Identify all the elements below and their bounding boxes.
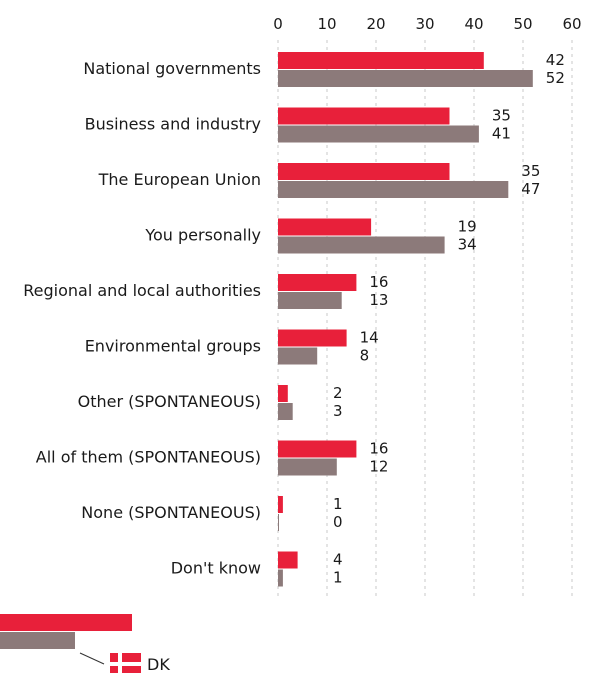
value-label: 35 xyxy=(492,107,511,125)
bars xyxy=(278,52,533,587)
bar-series-1 xyxy=(278,329,347,347)
value-label: 12 xyxy=(369,458,388,476)
value-label: 52 xyxy=(546,69,565,87)
bar-series-2 xyxy=(278,236,445,254)
value-label: 3 xyxy=(333,402,343,420)
bar-series-2 xyxy=(278,125,479,143)
bar-series-1 xyxy=(278,107,450,125)
bar-series-1 xyxy=(278,218,372,236)
bar-series-1 xyxy=(278,52,484,69)
legend-label: DK xyxy=(147,655,170,673)
value-label: 41 xyxy=(492,125,511,143)
bar-series-1 xyxy=(278,163,450,180)
legend-swatch-series-2 xyxy=(0,632,75,649)
bar-series-1 xyxy=(278,440,357,458)
bar-series-2 xyxy=(278,403,293,420)
value-label: 4 xyxy=(333,551,343,569)
legend-swatch-series-1 xyxy=(0,614,132,631)
value-label: 35 xyxy=(521,162,540,180)
bar-series-2 xyxy=(278,514,279,531)
value-label: 34 xyxy=(458,236,477,254)
category-label: None (SPONTANEOUS) xyxy=(81,503,261,522)
category-label: Regional and local authorities xyxy=(23,281,261,300)
value-label: 0 xyxy=(333,513,343,531)
x-tick-label: 30 xyxy=(415,15,434,33)
category-label: All of them (SPONTANEOUS) xyxy=(36,448,261,467)
bar-series-1 xyxy=(278,385,288,402)
bar-series-2 xyxy=(278,458,337,476)
category-label: Don't know xyxy=(171,559,261,578)
value-label: 13 xyxy=(369,291,388,309)
value-label: 14 xyxy=(360,329,379,347)
bar-series-2 xyxy=(278,292,342,309)
bar-series-1 xyxy=(278,274,357,291)
category-labels: National governments Business and industr… xyxy=(23,59,261,578)
value-label: 16 xyxy=(369,440,388,458)
x-tick-label: 50 xyxy=(513,15,532,33)
x-tick-label: 0 xyxy=(273,15,283,33)
value-label: 19 xyxy=(458,218,477,236)
value-label: 1 xyxy=(333,495,343,513)
bar-series-2 xyxy=(278,569,283,587)
category-label: Environmental groups xyxy=(85,337,261,356)
category-label: The European Union xyxy=(98,170,261,189)
category-label: Other (SPONTANEOUS) xyxy=(78,392,261,411)
x-tick-label: 10 xyxy=(317,15,336,33)
denmark-flag-icon xyxy=(110,653,141,673)
value-label: 8 xyxy=(360,347,370,365)
value-label: 1 xyxy=(333,569,343,587)
value-label: 16 xyxy=(369,273,388,291)
x-tick-label: 20 xyxy=(366,15,385,33)
value-label: 2 xyxy=(333,384,343,402)
legend-leader-line xyxy=(79,652,105,665)
bar-series-1 xyxy=(278,551,298,569)
legend: DK xyxy=(0,614,170,673)
x-tick-label: 60 xyxy=(562,15,581,33)
bar-series-2 xyxy=(278,70,533,87)
category-label: You personally xyxy=(144,226,261,245)
value-label: 47 xyxy=(521,180,540,198)
bar-series-2 xyxy=(278,181,509,198)
category-label: National governments xyxy=(83,59,261,78)
category-label: Business and industry xyxy=(85,115,261,134)
bar-series-2 xyxy=(278,347,318,365)
x-tick-label: 40 xyxy=(464,15,483,33)
value-label: 42 xyxy=(546,51,565,69)
bar-series-1 xyxy=(278,496,283,513)
x-axis-ticks: 0 10 20 30 40 50 60 xyxy=(273,15,581,33)
